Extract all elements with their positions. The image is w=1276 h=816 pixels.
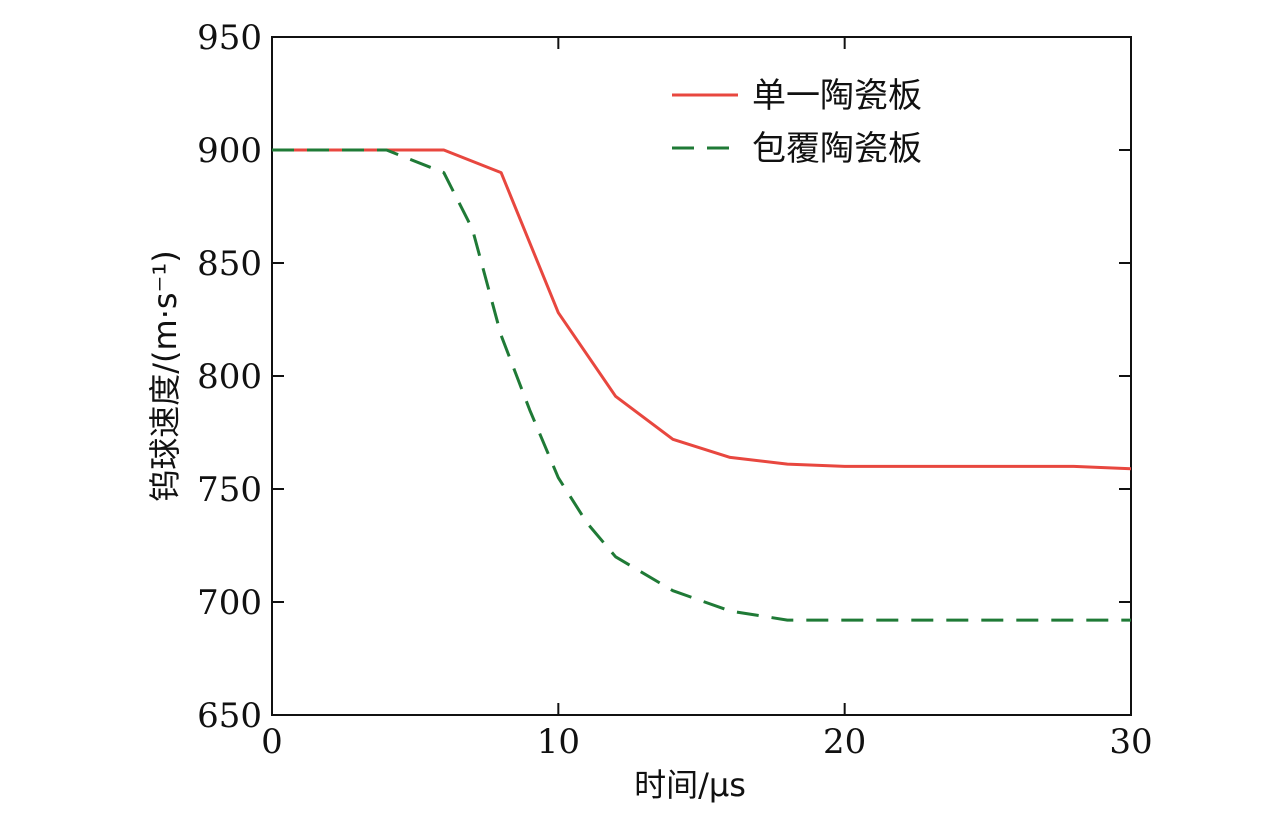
legend-label-2: 包覆陶瓷板 <box>752 129 922 169</box>
y-tick-label: 750 <box>197 470 262 510</box>
x-tick-label: 10 <box>537 722 580 762</box>
y-axis-title: 钨球速度/(m·s⁻¹) <box>146 250 184 502</box>
y-tick-label: 650 <box>197 696 262 736</box>
x-tick-label: 30 <box>1109 722 1152 762</box>
y-tick-label: 700 <box>197 583 262 623</box>
y-tick-label: 950 <box>197 18 262 58</box>
x-tick-label: 0 <box>261 722 283 762</box>
series-line-2 <box>272 148 1131 622</box>
x-axis-ticks: 0 10 20 30 <box>261 37 1153 762</box>
x-tick-label: 20 <box>823 722 866 762</box>
series-line-1 <box>272 148 1132 471</box>
y-tick-label: 800 <box>197 357 262 397</box>
plot-frame <box>271 36 1132 716</box>
y-axis-ticks: 650 700 750 800 850 900 950 <box>197 18 1131 736</box>
y-tick-label: 900 <box>197 131 262 171</box>
y-tick-label: 850 <box>197 244 262 284</box>
x-axis-title: 时间/μs <box>634 766 746 804</box>
series-layer <box>272 148 1132 622</box>
legend-label-1: 单一陶瓷板 <box>752 76 922 116</box>
